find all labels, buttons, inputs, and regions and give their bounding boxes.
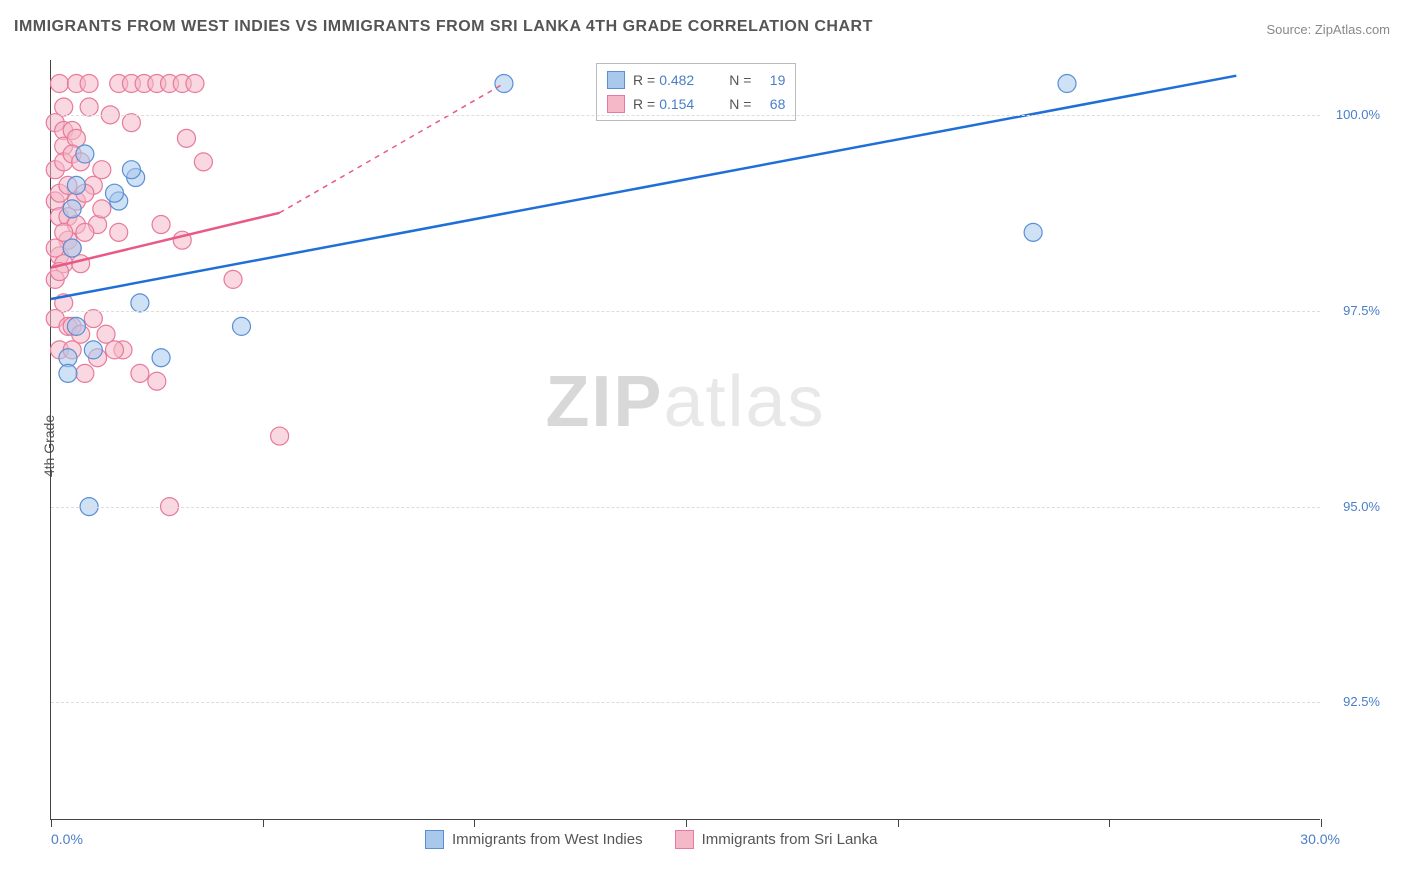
scatter-point (55, 223, 73, 241)
scatter-point (84, 310, 102, 328)
bottom-swatch-1 (675, 830, 694, 849)
scatter-point (63, 239, 81, 257)
scatter-point (76, 364, 94, 382)
scatter-point (122, 161, 140, 179)
scatter-point (177, 129, 195, 147)
x-label-left: 0.0% (51, 831, 83, 847)
bottom-legend: Immigrants from West Indies Immigrants f… (425, 830, 902, 849)
correlation-legend: R = 0.482 N = 19 R = 0.154 N = 68 (596, 63, 796, 121)
scatter-point (106, 184, 124, 202)
bottom-label-1: Immigrants from Sri Lanka (702, 831, 878, 848)
bottom-swatch-0 (425, 830, 444, 849)
scatter-point (148, 372, 166, 390)
legend-swatch-1 (607, 95, 625, 113)
y-tick-label: 97.5% (1343, 303, 1380, 318)
scatter-point (93, 200, 111, 218)
scatter-point (122, 114, 140, 132)
scatter-point (233, 317, 251, 335)
scatter-point (194, 153, 212, 171)
scatter-point (50, 75, 68, 93)
scatter-point (76, 223, 94, 241)
x-tick (1321, 819, 1322, 827)
x-tick (686, 819, 687, 827)
scatter-point (97, 325, 115, 343)
legend-swatch-0 (607, 71, 625, 89)
scatter-point (131, 364, 149, 382)
r-label: R = (633, 96, 655, 112)
chart-svg (51, 60, 1320, 819)
scatter-point (1058, 75, 1076, 93)
scatter-point (80, 75, 98, 93)
source-label: Source: ZipAtlas.com (1266, 22, 1390, 37)
x-tick (263, 819, 264, 827)
scatter-point (46, 239, 64, 257)
chart-title: IMMIGRANTS FROM WEST INDIES VS IMMIGRANT… (14, 18, 873, 36)
n-value-0: 19 (755, 72, 785, 88)
trendline-series-1-dashed (280, 84, 504, 213)
scatter-point (63, 200, 81, 218)
n-label: N = (729, 96, 751, 112)
gridline-h (51, 702, 1320, 703)
scatter-point (93, 161, 111, 179)
x-tick (898, 819, 899, 827)
legend-row-series-0: R = 0.482 N = 19 (607, 68, 785, 92)
scatter-point (72, 255, 90, 273)
scatter-point (76, 145, 94, 163)
scatter-point (152, 216, 170, 234)
x-tick (1109, 819, 1110, 827)
scatter-point (55, 98, 73, 116)
scatter-point (224, 270, 242, 288)
scatter-point (131, 294, 149, 312)
r-value-1: 0.154 (659, 96, 719, 112)
y-tick-label: 92.5% (1343, 694, 1380, 709)
gridline-h (51, 311, 1320, 312)
scatter-point (152, 349, 170, 367)
scatter-point (110, 223, 128, 241)
scatter-point (67, 317, 85, 335)
x-tick (51, 819, 52, 827)
plot-area: ZIPatlas R = 0.482 N = 19 R = 0.154 N = … (50, 60, 1320, 820)
scatter-point (186, 75, 204, 93)
gridline-h (51, 115, 1320, 116)
r-value-0: 0.482 (659, 72, 719, 88)
legend-row-series-1: R = 0.154 N = 68 (607, 92, 785, 116)
scatter-point (271, 427, 289, 445)
n-value-1: 68 (755, 96, 785, 112)
r-label: R = (633, 72, 655, 88)
x-label-right: 30.0% (1300, 831, 1340, 847)
y-tick-label: 95.0% (1343, 499, 1380, 514)
scatter-point (80, 98, 98, 116)
bottom-label-0: Immigrants from West Indies (452, 831, 643, 848)
n-label: N = (729, 72, 751, 88)
scatter-point (84, 341, 102, 359)
x-tick (474, 819, 475, 827)
y-tick-label: 100.0% (1336, 107, 1380, 122)
scatter-point (59, 364, 77, 382)
scatter-point (106, 341, 124, 359)
scatter-point (1024, 223, 1042, 241)
gridline-h (51, 507, 1320, 508)
scatter-point (67, 176, 85, 194)
